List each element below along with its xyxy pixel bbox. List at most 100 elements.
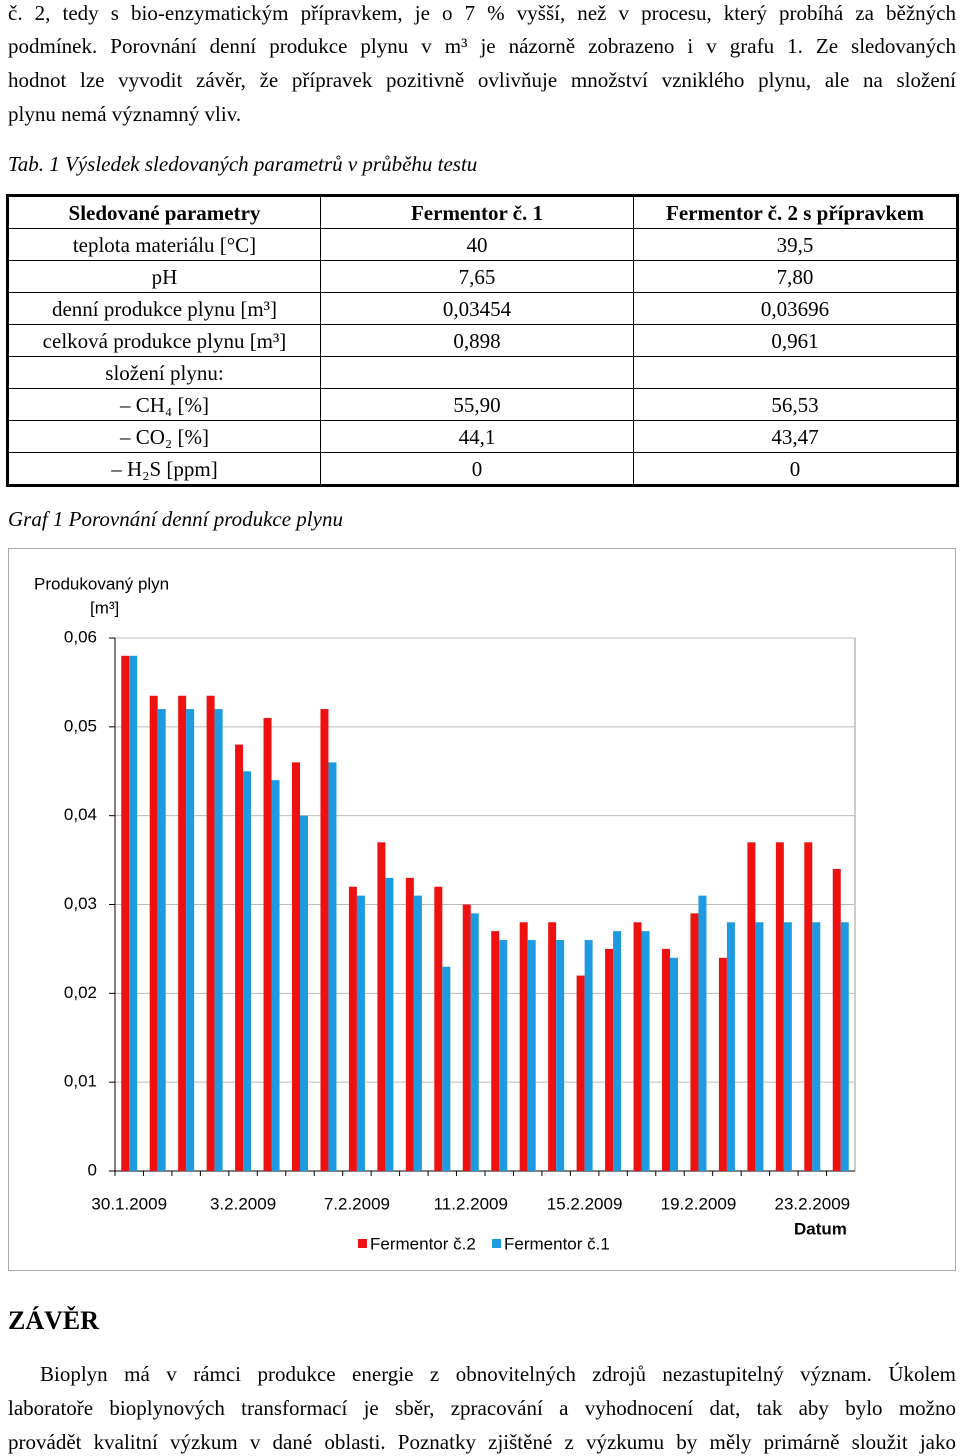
bar bbox=[670, 957, 678, 1171]
bar bbox=[840, 922, 849, 1171]
text-line: č. 2, tedy s bio-enzymatickým přípravkem… bbox=[8, 1, 956, 25]
text-line: provádět kvalitní výzkum v dané oblasti.… bbox=[8, 1430, 956, 1454]
table-row: – CH₄ [%] 55,90 56,53 bbox=[7, 388, 959, 421]
bar bbox=[121, 655, 130, 1171]
bar bbox=[470, 913, 479, 1171]
bar bbox=[356, 895, 365, 1171]
table-cell: 7,80 bbox=[632, 260, 959, 293]
legend-swatch bbox=[358, 1239, 367, 1248]
bar bbox=[243, 771, 252, 1171]
bar bbox=[783, 922, 792, 1171]
table-cell: 39,5 bbox=[632, 228, 959, 261]
bar bbox=[300, 815, 308, 1171]
y-tick-label: 0,02 bbox=[64, 983, 97, 1002]
bar bbox=[214, 709, 223, 1171]
table-cell: – H₂S [ppm] bbox=[7, 452, 321, 486]
text-line: plynu nemá významný vliv. bbox=[8, 102, 242, 126]
bar bbox=[812, 922, 821, 1171]
bar bbox=[462, 904, 471, 1171]
table-cell: Fermentor č. 2 s přípravkem bbox=[632, 195, 959, 229]
legend-swatch bbox=[492, 1239, 501, 1248]
bar bbox=[726, 922, 735, 1171]
bar bbox=[584, 940, 593, 1171]
table-row: složení plynu: bbox=[7, 356, 959, 389]
table-cell: 43,47 bbox=[632, 420, 959, 453]
table-cell: 7,65 bbox=[319, 260, 634, 293]
legend-label: Fermentor č.1 bbox=[504, 1234, 610, 1253]
bar bbox=[491, 931, 500, 1171]
bar bbox=[320, 709, 329, 1171]
bar bbox=[129, 655, 138, 1171]
table-cell: 56,53 bbox=[632, 388, 959, 421]
table-cell: 40 bbox=[319, 228, 634, 261]
bar bbox=[186, 709, 195, 1171]
bar bbox=[328, 762, 337, 1171]
bar bbox=[698, 895, 707, 1171]
text-line: Bioplyn má v rámci produkce energie z ob… bbox=[40, 1362, 956, 1386]
table-cell: Fermentor č. 1 bbox=[319, 195, 634, 229]
text-line: laboratoře bioplynových transformací je … bbox=[8, 1396, 956, 1420]
x-tick-label: 3.2.2009 bbox=[210, 1194, 276, 1213]
bar bbox=[292, 762, 300, 1171]
y-tick-label: 0,06 bbox=[64, 627, 97, 646]
table-cell: celková produkce plynu [m³] bbox=[7, 324, 321, 357]
bar bbox=[405, 877, 414, 1171]
table: Sledované parametry Fermentor č. 1 Ferment… bbox=[6, 194, 959, 487]
text-line: podmínek. Porovnání denní produkce plynu… bbox=[8, 34, 956, 58]
bar bbox=[690, 913, 699, 1171]
table-cell: 0,03696 bbox=[632, 292, 959, 325]
table-row: celková produkce plynu [m³] 0,898 0,961 bbox=[7, 324, 959, 357]
table-cell: pH bbox=[7, 260, 321, 293]
y-tick-label: 0,04 bbox=[64, 805, 97, 824]
table-row: Sledované parametry Fermentor č. 1 Ferment… bbox=[7, 195, 959, 229]
table-cell: 55,90 bbox=[319, 388, 634, 421]
table-row: – H₂S [ppm] 0 0 bbox=[7, 452, 959, 486]
bar bbox=[348, 886, 357, 1171]
chart: Produkovaný plyn [m³] Datum 0 0,01 0,02 0,0… bbox=[8, 548, 956, 1271]
bar bbox=[527, 940, 536, 1171]
bar bbox=[804, 842, 813, 1171]
y-axis-title: Produkovaný plyn bbox=[34, 574, 169, 593]
table-row: teplota materiálu [°C] 40 39,5 bbox=[7, 228, 959, 261]
bar bbox=[548, 922, 557, 1171]
bar bbox=[385, 877, 394, 1171]
bar bbox=[519, 922, 528, 1171]
y-tick-label: 0,05 bbox=[64, 716, 97, 735]
table-cell: – CO₂ [%] bbox=[7, 420, 321, 453]
table-cell: 0,03454 bbox=[319, 292, 634, 325]
x-tick-label: 23.2.2009 bbox=[774, 1194, 850, 1213]
chart-caption: Graf 1 Porovnání denní produkce plynu bbox=[8, 507, 343, 531]
table-cell: složení plynu: bbox=[7, 356, 321, 389]
bar bbox=[633, 922, 642, 1171]
bar bbox=[442, 966, 451, 1171]
y-tick-label: 0,01 bbox=[64, 1072, 97, 1091]
bar bbox=[206, 695, 215, 1171]
table-cell: denní produkce plynu [m³] bbox=[7, 292, 321, 325]
bar bbox=[718, 957, 727, 1171]
y-tick-label: 0,03 bbox=[64, 894, 97, 913]
y-tick-label: 0 bbox=[88, 1160, 97, 1179]
x-tick-label: 11.2.2009 bbox=[434, 1194, 508, 1213]
table-caption: Tab. 1 Výsledek sledovaných parametrů v … bbox=[8, 152, 478, 176]
bar bbox=[775, 842, 784, 1171]
bar bbox=[149, 695, 158, 1171]
x-tick-label: 19.2.2009 bbox=[661, 1194, 737, 1213]
bar bbox=[613, 931, 622, 1171]
table-cell: teplota materiálu [°C] bbox=[7, 228, 321, 261]
table-row: pH 7,65 7,80 bbox=[7, 260, 959, 293]
bar bbox=[434, 886, 443, 1171]
table-cell bbox=[632, 356, 959, 389]
x-tick-label: 15.2.2009 bbox=[547, 1194, 623, 1213]
table-cell: Sledované parametry bbox=[7, 195, 321, 229]
table-cell: 44,1 bbox=[319, 420, 634, 453]
x-tick-label: 7.2.2009 bbox=[324, 1194, 390, 1213]
text-line: hodnot lze vyvodit závěr, že přípravek p… bbox=[8, 68, 956, 92]
bar bbox=[605, 948, 614, 1171]
table-cell: 0 bbox=[319, 452, 634, 486]
bar bbox=[755, 922, 764, 1171]
table-cell: – CH₄ [%] bbox=[7, 388, 321, 421]
heading: ZÁVĚR bbox=[8, 1306, 100, 1335]
y-axis-unit: [m³] bbox=[90, 598, 119, 617]
bar bbox=[499, 940, 508, 1171]
